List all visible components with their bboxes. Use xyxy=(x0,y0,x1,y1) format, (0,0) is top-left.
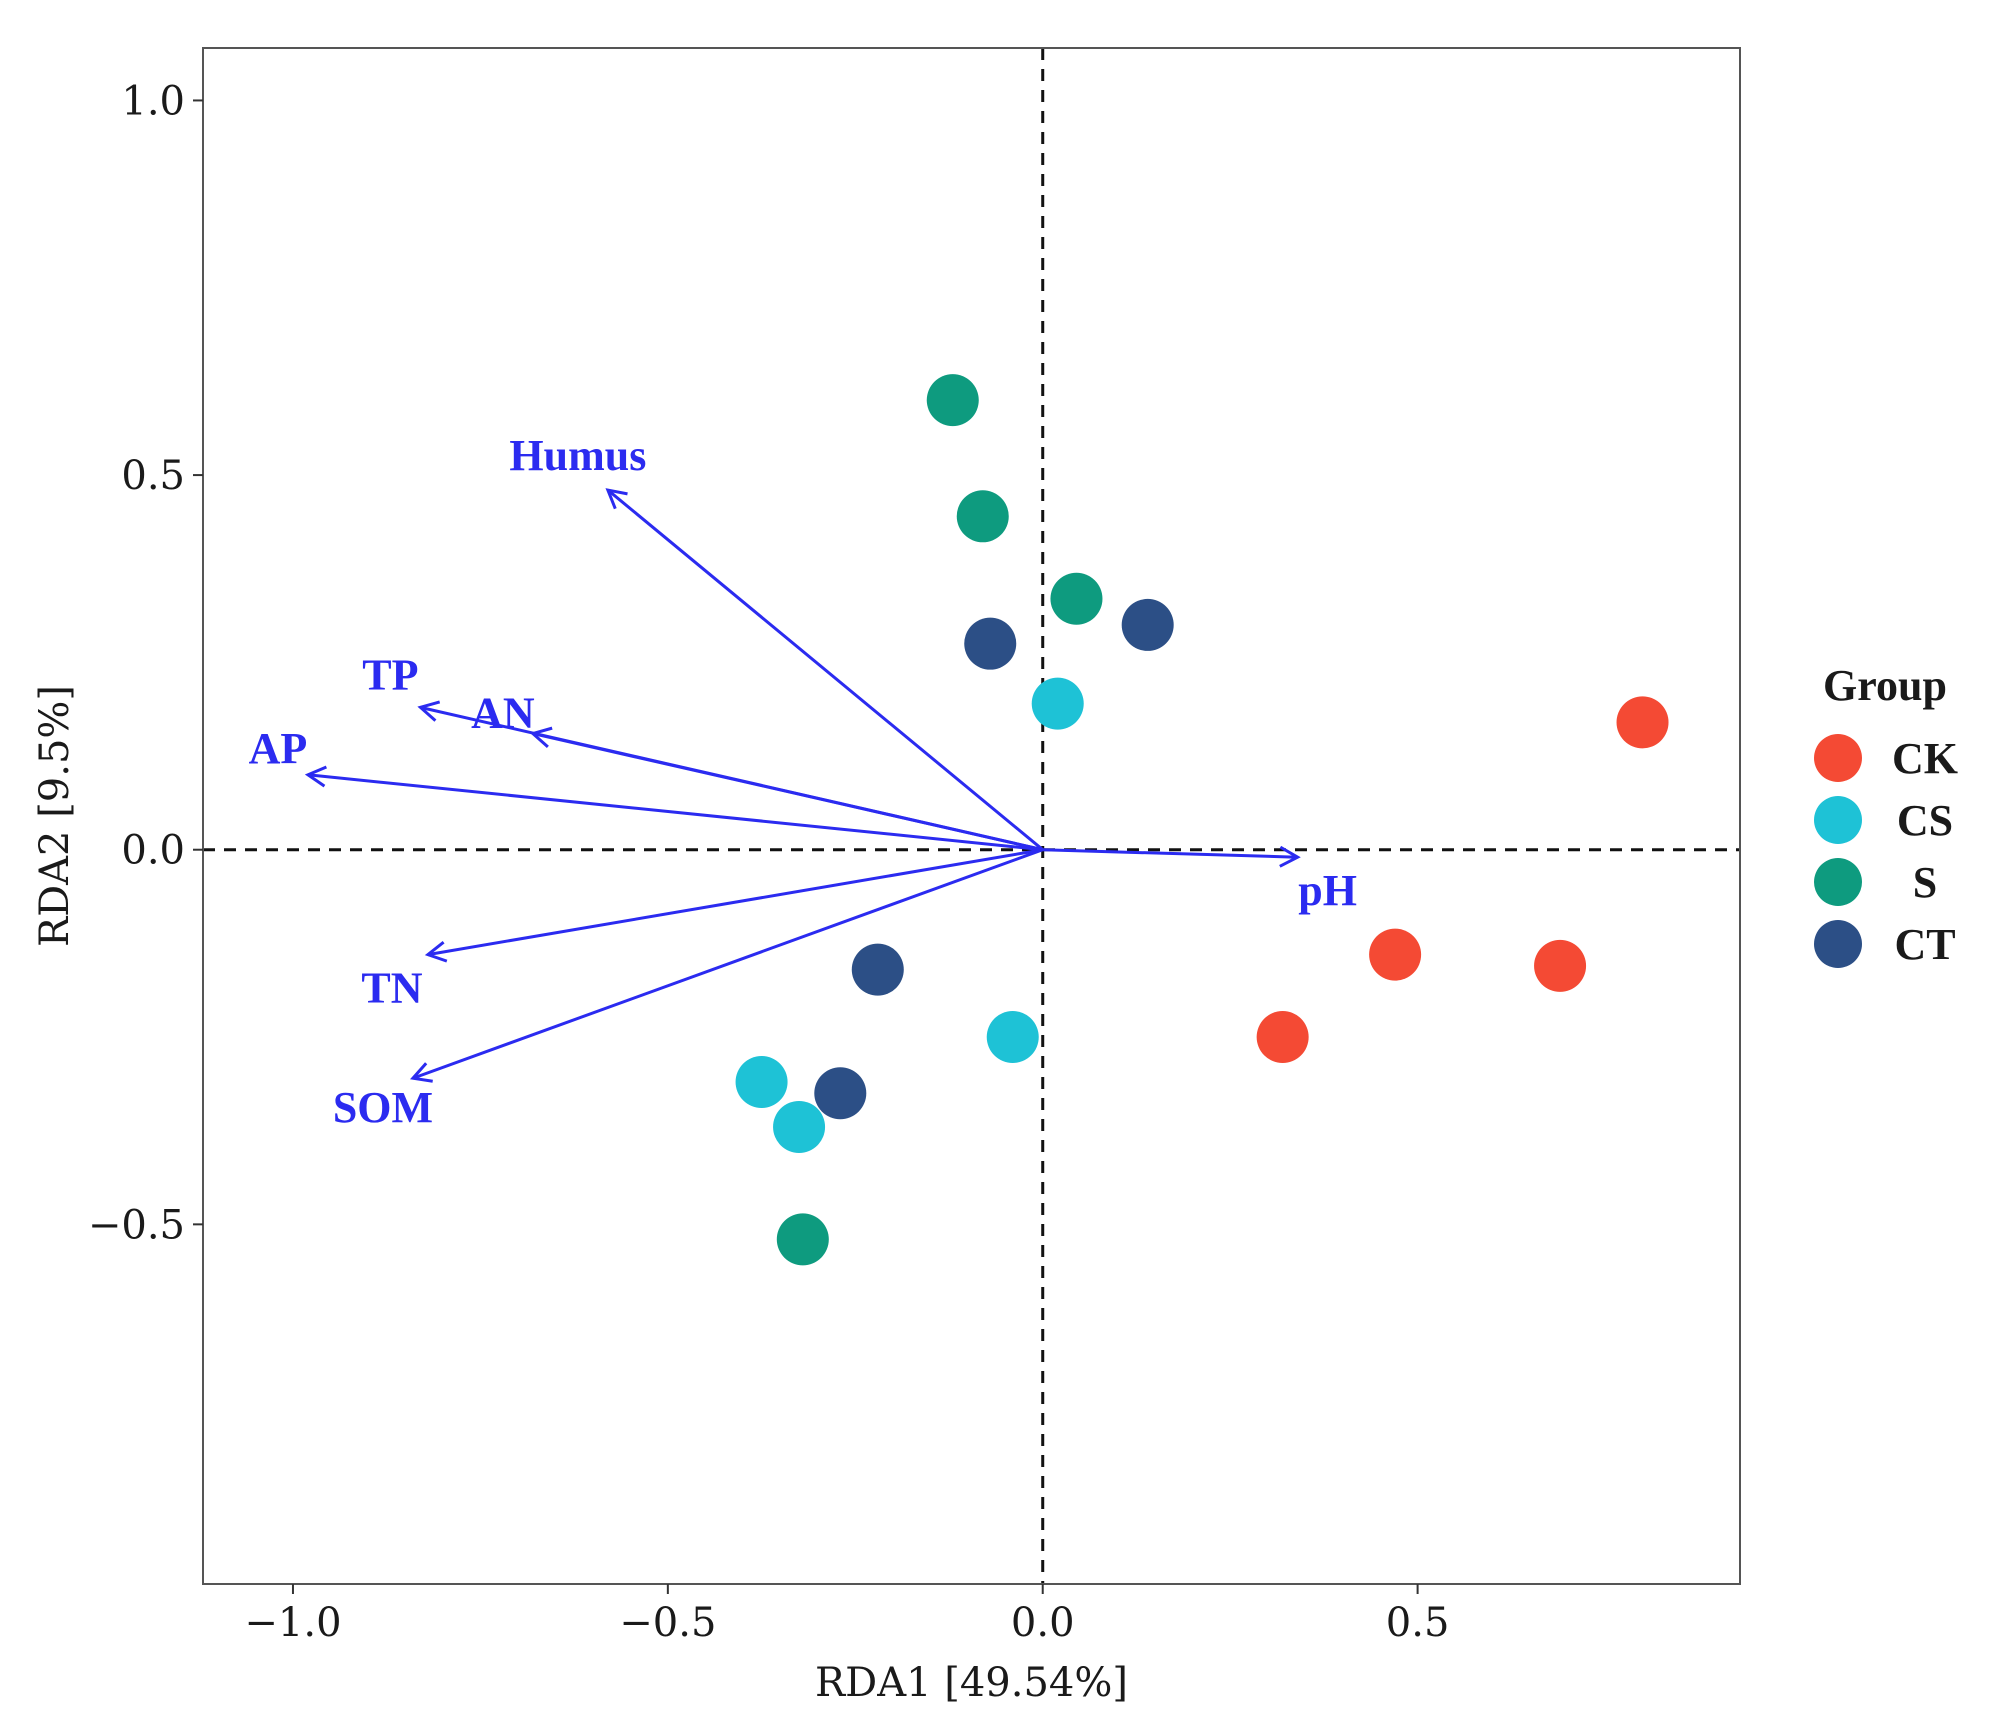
legend-swatch-ck xyxy=(1814,734,1862,782)
points-layer xyxy=(735,374,1669,1266)
arrows-layer: Humus TP AN AP TN SOM pH xyxy=(249,431,1357,1132)
point-s xyxy=(776,1213,829,1266)
panel-border xyxy=(202,47,1741,1585)
arrow-label-ap: AP xyxy=(249,724,308,773)
arrowhead-ap xyxy=(304,765,327,788)
arrow-som xyxy=(412,848,1044,1080)
point-cs xyxy=(986,1011,1039,1064)
y-tick-label: 1.0 xyxy=(121,78,185,124)
x-axis-title: RDA1 [49.54%] xyxy=(815,1660,1128,1706)
arrow-ap xyxy=(307,773,1043,852)
point-ct xyxy=(964,617,1017,670)
y-tick-label: 0.5 xyxy=(121,453,185,499)
point-ct xyxy=(851,943,904,996)
point-ck xyxy=(1616,696,1669,749)
arrow-tn xyxy=(427,848,1043,957)
legend-swatch-ct xyxy=(1814,920,1862,968)
legend-label-ck: CK xyxy=(1892,734,1958,783)
y-axis-title: RDA2 [9.5%] xyxy=(32,685,78,947)
arrow-label-humus: Humus xyxy=(509,431,646,480)
y-tick-label: 0.0 xyxy=(121,828,185,874)
arrow-label-tp: TP xyxy=(362,650,418,699)
x-tick-label: −1.0 xyxy=(244,1600,341,1646)
point-s xyxy=(956,490,1009,543)
point-cs xyxy=(735,1055,788,1108)
legend-swatch-s xyxy=(1814,858,1862,906)
legend-label-ct: CT xyxy=(1894,920,1955,969)
point-ct xyxy=(814,1067,867,1120)
legend-label-s: S xyxy=(1913,858,1937,907)
arrow-ph xyxy=(1042,848,1298,859)
point-ck xyxy=(1369,928,1422,981)
x-tick-label: −0.5 xyxy=(619,1600,716,1646)
arrowhead-an xyxy=(529,726,553,748)
x-tick-label: 0.5 xyxy=(1386,1600,1450,1646)
point-cs xyxy=(773,1100,826,1153)
x-tick-label: 0.0 xyxy=(1011,1600,1075,1646)
arrowhead-humus xyxy=(605,488,628,510)
point-ck xyxy=(1256,1011,1309,1064)
legend: Group CK CS S CT xyxy=(1814,661,1958,969)
arrow-label-ph: pH xyxy=(1298,866,1357,915)
reference-lines xyxy=(203,48,1740,1584)
point-s xyxy=(1050,572,1103,625)
point-ck xyxy=(1534,939,1587,992)
arrow-an xyxy=(532,732,1044,852)
y-tick-label: −0.5 xyxy=(88,1202,185,1248)
arrow-label-an: AN xyxy=(471,689,535,738)
y-axis: 1.0 0.5 0.0 −0.5 xyxy=(88,78,203,1248)
arrow-label-tn: TN xyxy=(361,964,422,1013)
point-cs xyxy=(1031,677,1084,730)
arrowhead-ph xyxy=(1279,845,1301,868)
arrowhead-tn xyxy=(424,941,448,963)
arrowhead-som xyxy=(409,1062,433,1083)
point-s xyxy=(926,374,979,427)
legend-label-cs: CS xyxy=(1897,796,1953,845)
legend-swatch-cs xyxy=(1814,796,1862,844)
arrow-label-som: SOM xyxy=(333,1083,433,1132)
legend-title: Group xyxy=(1823,661,1947,710)
x-axis: −1.0 −0.5 0.0 0.5 xyxy=(244,1584,1449,1646)
arrow-humus xyxy=(606,488,1044,851)
point-ct xyxy=(1121,598,1174,651)
arrowhead-tp xyxy=(417,700,441,722)
